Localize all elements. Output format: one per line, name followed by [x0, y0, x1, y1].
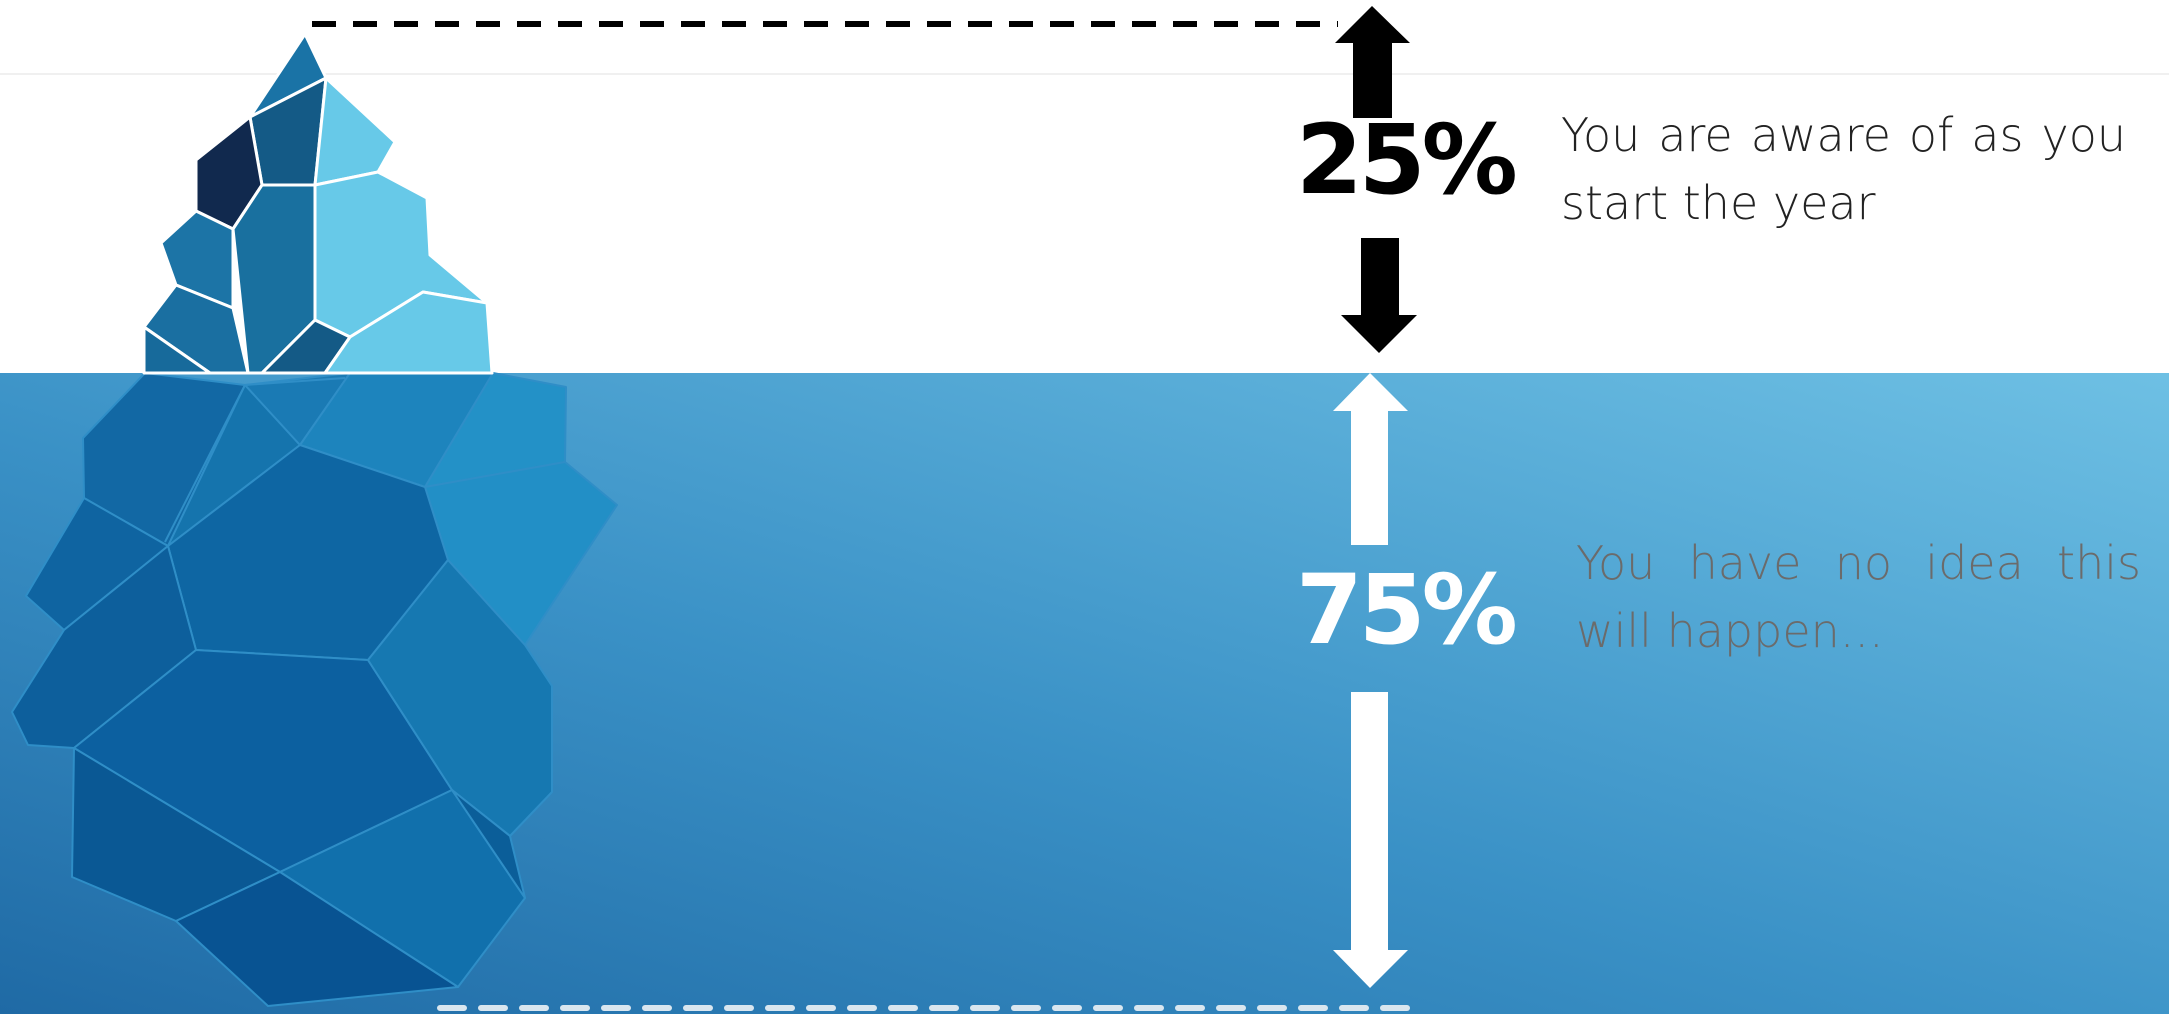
top-strip	[0, 0, 2169, 74]
below-water-percent: 75%	[1296, 554, 1518, 666]
arrow-down-icon	[1341, 238, 1417, 353]
arrow-below-icon	[1333, 373, 1408, 988]
arrow-up-icon	[1333, 373, 1408, 545]
iceberg-underwater	[11, 372, 618, 1007]
ice-facet	[175, 871, 459, 1007]
iceberg-tip	[142, 32, 494, 375]
arrow-up-icon	[1335, 6, 1410, 118]
ice-facet	[323, 290, 494, 375]
arrow-down-icon	[1333, 692, 1408, 988]
ice-facet	[451, 789, 526, 899]
ice-facet	[367, 559, 553, 837]
below-water-description: You have no idea this will happen...	[1576, 536, 2141, 658]
above-water-percent: 25%	[1296, 104, 1518, 216]
ice-edge	[164, 384, 246, 543]
arrow-above-icon	[1335, 6, 1417, 353]
above-water-description: You are aware of as you start the year	[1561, 108, 2126, 230]
ice-facet	[313, 76, 397, 187]
ice-facet	[142, 325, 212, 375]
ice-facet	[142, 283, 250, 375]
ice-edge	[244, 377, 346, 386]
